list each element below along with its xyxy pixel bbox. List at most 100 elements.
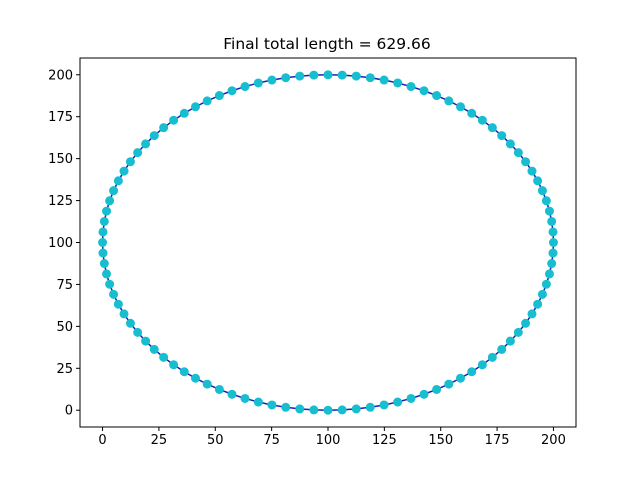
data-point: [505, 336, 515, 346]
data-point: [99, 259, 109, 269]
data-point: [487, 123, 497, 133]
data-point: [159, 123, 169, 133]
data-point: [544, 206, 554, 216]
data-point: [393, 78, 403, 88]
data-point: [133, 327, 143, 337]
data-point: [477, 115, 487, 125]
data-point: [113, 176, 123, 186]
data-point: [253, 397, 263, 407]
data-point: [240, 82, 250, 92]
data-point: [521, 318, 531, 328]
data-point: [541, 196, 551, 206]
data-point: [149, 131, 159, 141]
data-point: [521, 157, 531, 167]
x-tick-label: 50: [207, 433, 224, 448]
data-point: [105, 279, 115, 289]
data-point: [102, 269, 112, 279]
data-point: [295, 71, 305, 81]
y-tick-label: 25: [56, 362, 73, 377]
data-point: [159, 352, 169, 362]
data-point: [105, 196, 115, 206]
plot-area: [98, 70, 558, 415]
x-tick-label: 150: [428, 433, 453, 448]
y-tick-label: 200: [48, 68, 73, 83]
data-point: [351, 71, 361, 81]
data-point: [141, 336, 151, 346]
data-point: [113, 299, 123, 309]
data-point: [214, 384, 224, 394]
data-point: [467, 108, 477, 118]
data-point: [202, 379, 212, 389]
data-point: [533, 176, 543, 186]
data-point: [544, 269, 554, 279]
y-axis: 0 25 50 75 100 125 150 175 200: [48, 68, 80, 419]
x-tick-label: 25: [151, 433, 168, 448]
y-tick-label: 50: [56, 320, 73, 335]
y-tick-label: 75: [56, 278, 73, 293]
x-tick-label: 100: [316, 433, 341, 448]
data-point: [541, 279, 551, 289]
y-tick-label: 125: [48, 194, 73, 209]
data-point: [379, 400, 389, 410]
data-point: [190, 373, 200, 383]
data-point: [125, 157, 135, 167]
data-point: [497, 344, 507, 354]
data-point: [309, 70, 319, 80]
data-point: [444, 96, 454, 106]
x-tick-label: 125: [372, 433, 397, 448]
data-point: [537, 186, 547, 196]
y-tick-label: 150: [48, 152, 73, 167]
data-point: [267, 400, 277, 410]
data-point: [309, 405, 319, 415]
data-point: [323, 70, 333, 80]
data-point: [109, 289, 119, 299]
data-point: [432, 384, 442, 394]
data-point: [179, 367, 189, 377]
y-tick-label: 175: [48, 110, 73, 125]
data-point: [214, 91, 224, 101]
data-point: [102, 206, 112, 216]
data-point: [281, 402, 291, 412]
data-point: [267, 75, 277, 85]
data-point: [393, 397, 403, 407]
data-point: [323, 405, 333, 415]
data-point: [456, 373, 466, 383]
data-point: [365, 73, 375, 83]
chart-title: Final total length = 629.66: [223, 35, 431, 53]
x-axis: 0 25 50 75 100 125 150 175 200: [98, 427, 566, 448]
data-point: [337, 405, 347, 415]
axes-frame: [79, 57, 577, 428]
data-point: [351, 404, 361, 414]
x-tick-label: 200: [541, 433, 566, 448]
data-point: [419, 389, 429, 399]
data-point: [141, 139, 151, 149]
data-point: [227, 86, 237, 96]
data-point: [295, 404, 305, 414]
data-point: [548, 238, 558, 247]
data-point: [169, 115, 179, 125]
data-point: [513, 327, 523, 337]
data-point: [281, 73, 291, 83]
data-point: [119, 166, 129, 176]
data-point: [98, 238, 108, 247]
data-point: [179, 108, 189, 118]
data-point: [467, 367, 477, 377]
data-point: [98, 248, 108, 258]
data-point: [548, 248, 558, 258]
data-point: [456, 102, 466, 112]
data-point: [169, 360, 179, 370]
data-point: [379, 75, 389, 85]
data-point: [149, 344, 159, 354]
data-point: [527, 166, 537, 176]
data-point: [505, 139, 515, 149]
data-point: [477, 360, 487, 370]
data-point: [527, 309, 537, 319]
data-point: [133, 148, 143, 158]
data-point: [190, 102, 200, 112]
data-point: [98, 227, 108, 237]
data-point: [253, 78, 263, 88]
data-point: [497, 131, 507, 141]
y-tick-label: 100: [48, 236, 73, 251]
data-point: [240, 393, 250, 403]
